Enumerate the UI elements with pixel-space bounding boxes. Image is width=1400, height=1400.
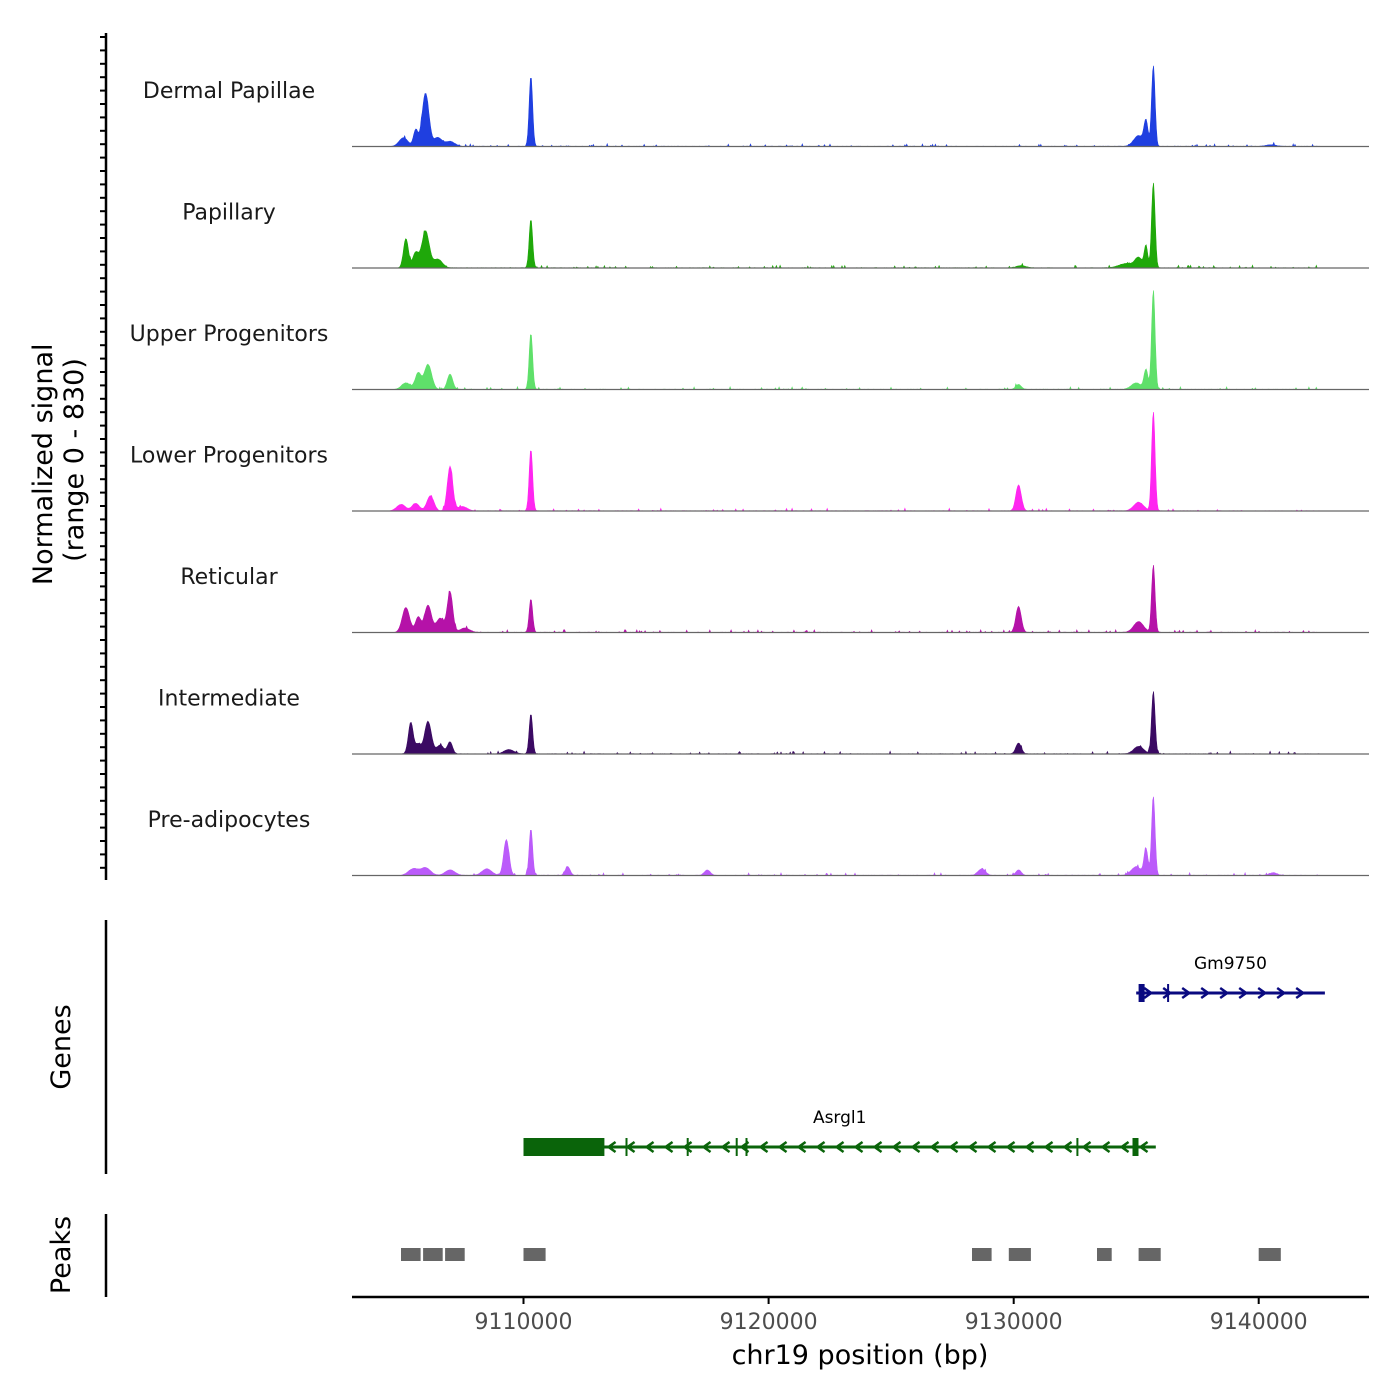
strand-arrow [1081,1140,1092,1154]
track-label: Lower Progenitors [130,444,328,469]
strand-arrow [1138,1140,1149,1154]
strand-arrow [701,1140,712,1154]
track-2: Upper Progenitors [130,290,1369,391]
strand-arrow [948,1140,959,1154]
strand-arrow [1238,986,1249,1000]
peak-region [423,1248,443,1261]
signal-y-axis: Normalized signal (range 0 - 830) [28,33,108,880]
peaks-label: Peaks [46,1216,77,1294]
track-4: Reticular [180,564,1369,634]
strand-arrow [1024,1140,1035,1154]
strand-arrow [625,1140,636,1154]
x-axis-title: chr19 position (bp) [732,1340,989,1371]
strand-arrow [853,1140,864,1154]
peaks-panel: Peaks [46,1214,1281,1297]
track-label: Dermal Papillae [143,79,315,104]
track-label: Papillary [182,201,276,226]
genes-panel: Genes Gm9750 Asrgl1 [46,920,1325,1174]
strand-arrow [777,1140,788,1154]
strand-arrow [1181,986,1192,1000]
x-tick-label: 9130000 [965,1310,1063,1335]
gene-exon [1138,984,1145,1002]
track-0: Dermal Papillae [143,65,1369,148]
peak-region [445,1248,465,1261]
track-5: Intermediate [158,687,1369,755]
strand-arrow [663,1140,674,1154]
strand-arrow [872,1140,883,1154]
genes-label: Genes [46,1004,77,1089]
track-3: Lower Progenitors [130,411,1369,512]
gene-Gm9750: Gm9750 [1136,954,1325,1002]
peak-region [1008,1248,1031,1261]
x-tick-label: 9120000 [720,1310,818,1335]
strand-arrow [1119,1140,1130,1154]
strand-arrow [1162,986,1173,1000]
strand-arrow [1100,1140,1111,1154]
y-axis-title-line2: (range 0 - 830) [59,358,90,562]
track-label: Upper Progenitors [130,322,329,347]
strand-arrow [644,1140,655,1154]
signal-tracks: Dermal Papillae Papillary Upper Progenitor… [130,65,1369,877]
x-tick-label: 9140000 [1210,1310,1308,1335]
strand-arrow [815,1140,826,1154]
peak-region [1258,1248,1281,1261]
peak-region [1138,1248,1161,1261]
strand-arrow [682,1140,693,1154]
gene-name-label: Asrgl1 [813,1108,867,1128]
strand-arrow [1043,1140,1054,1154]
peak-region [972,1248,992,1261]
peak-region [523,1248,546,1261]
strand-arrow [796,1140,807,1154]
strand-arrow [606,1140,617,1154]
gene-Asrgl1: Asrgl1 [523,1108,1156,1156]
strand-arrow [834,1140,845,1154]
track-1: Papillary [182,182,1369,269]
track-label: Intermediate [158,687,300,712]
strand-arrow [1257,986,1268,1000]
gene-name-label: Gm9750 [1194,954,1267,974]
strand-arrow [720,1140,731,1154]
strand-arrow [891,1140,902,1154]
peak-regions [401,1248,1281,1261]
strand-arrow [1200,986,1211,1000]
strand-arrow [910,1140,921,1154]
peak-region [1097,1248,1112,1261]
gene-exon [523,1138,605,1156]
x-axis: 9110000 9120000 9130000 9140000 chr19 posit… [352,1295,1369,1371]
x-tick-label: 9110000 [475,1310,573,1335]
strand-arrow [929,1140,940,1154]
strand-arrow [1005,1140,1016,1154]
strand-arrow [1062,1140,1073,1154]
strand-arrow [758,1140,769,1154]
strand-arrow [1143,986,1154,1000]
gene-models: Gm9750 Asrgl1 [523,954,1325,1156]
x-axis-ticks: 9110000 9120000 9130000 9140000 [475,1297,1308,1335]
signal-axis-ticks [100,36,106,869]
strand-arrow [967,1140,978,1154]
peak-region [401,1248,421,1261]
gene-exon [1132,1138,1139,1156]
track-label: Pre-adipocytes [148,808,311,833]
track-6: Pre-adipocytes [148,796,1369,877]
y-axis-title: Normalized signal (range 0 - 830) [28,335,90,585]
strand-arrow [1219,986,1230,1000]
strand-arrow [1295,986,1306,1000]
strand-arrow [986,1140,997,1154]
strand-arrow [1276,986,1287,1000]
y-axis-title-line1: Normalized signal [28,344,59,586]
track-label: Reticular [180,565,278,590]
